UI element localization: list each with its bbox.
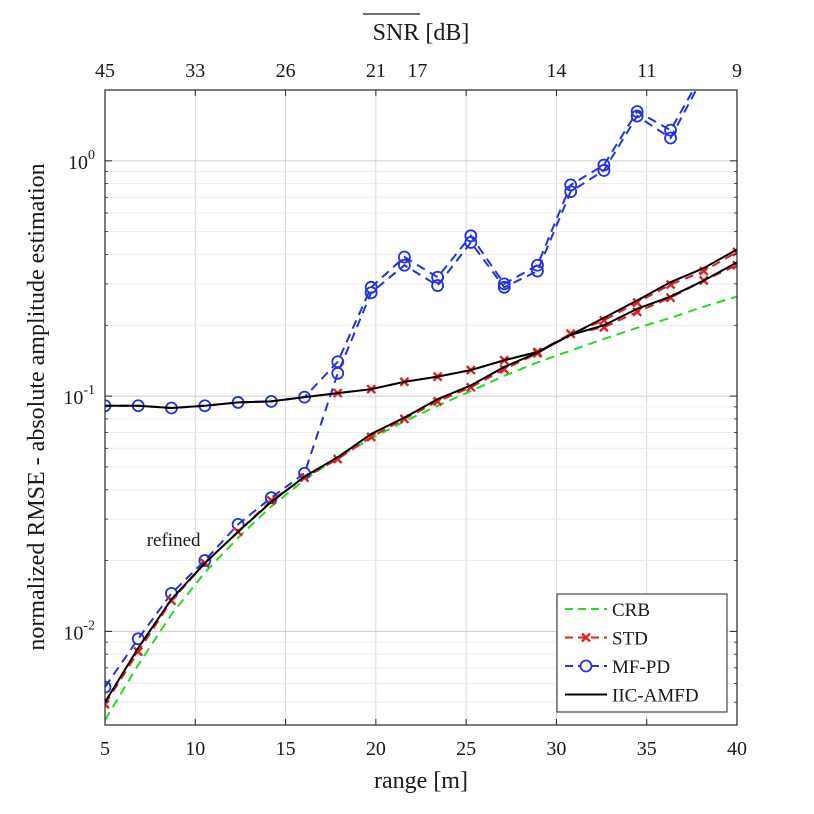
x-tick-label: 40: [727, 738, 747, 760]
x-tick-label: 25: [456, 738, 476, 760]
x-tick-label: 10: [185, 738, 205, 760]
x-tick-label: 20: [366, 738, 386, 760]
x-axis-label: range [m]: [374, 768, 468, 794]
series-mfpd-point: [397, 250, 411, 264]
legend-box: [556, 593, 728, 713]
legend-item: IIC-AMFD: [565, 686, 699, 707]
series-mfpd-point: [531, 264, 544, 278]
series-mfpd-point: [198, 554, 212, 567]
top-tick-label: 33: [185, 60, 205, 82]
y-tick-exponent: -2: [83, 618, 95, 633]
legend-marker-circle: [579, 659, 593, 673]
legend-label: CRB: [612, 600, 650, 621]
annotations: refined: [147, 530, 201, 551]
series-mfpd-point: [105, 680, 112, 694]
series-mfpd-point: [531, 258, 544, 272]
legend-marker-x: [581, 632, 591, 643]
top-tick-label: 9: [732, 60, 742, 82]
x-marker-stroke: [599, 315, 609, 326]
top-tick-label: 26: [276, 60, 296, 82]
series-mfpd-point: [231, 517, 245, 531]
legend-item: CRB: [565, 600, 650, 621]
y-axis-label: normalized RMSE - absolute amplitude est…: [24, 163, 50, 650]
legend: CRB STD MF-PD IIC-AMFD: [556, 593, 728, 713]
y-tick-label: 100: [68, 148, 95, 174]
y-tick-label: 10-1: [63, 383, 95, 409]
legend-label: STD: [612, 629, 648, 650]
x-marker-stroke: [732, 247, 737, 254]
series-mfpd-point: [464, 229, 478, 243]
series-mfpd-point: [597, 164, 611, 177]
y-tick-base: 10: [63, 387, 83, 409]
series-mfpd-point: [464, 236, 478, 249]
x-marker-stroke: [632, 307, 642, 317]
series-std-point: [732, 260, 737, 271]
y-tick-base: 10: [63, 622, 83, 644]
top-tick-label: 45: [95, 60, 115, 82]
series-mfpd-point: [331, 366, 345, 380]
series-mfpd-point: [397, 258, 411, 272]
legend-items: CRB STD MF-PD IIC-AMFD: [565, 600, 699, 707]
series-std-point: [133, 646, 144, 657]
plot-frame: [104, 89, 738, 726]
x-marker-stroke: [732, 260, 737, 267]
series-iic-amfd-line-lower: [105, 261, 737, 703]
x-marker-stroke: [105, 702, 110, 710]
series-std-point: [105, 699, 110, 710]
series-crb-line: [105, 295, 737, 721]
legend-item: STD: [565, 629, 648, 650]
y-tick-base: 10: [68, 152, 88, 174]
series-mfpd-point: [364, 286, 378, 300]
x-marker-stroke: [133, 646, 144, 657]
x-tick-label: 5: [100, 738, 110, 760]
series-mfpd-line-upper: [105, 90, 695, 410]
series-mfpd-point: [664, 131, 677, 145]
x-marker-stroke: [732, 263, 737, 271]
top-tick-label: 11: [637, 60, 656, 82]
series-mfpd-point: [630, 109, 644, 123]
x-tick-label: 35: [637, 738, 657, 760]
x-marker-stroke: [105, 699, 110, 706]
y-tick-exponent: 0: [88, 148, 95, 163]
x-tick-label: 15: [276, 738, 296, 760]
x-tick-label: 30: [546, 738, 566, 760]
series-mfpd-point: [364, 280, 378, 294]
series-mfpd-point: [630, 105, 644, 118]
series-mfpd-point: [564, 185, 578, 198]
y-tick-exponent: -1: [83, 383, 95, 398]
top-tick-label: 17: [407, 60, 427, 82]
legend-label: MF-PD: [612, 657, 670, 678]
series-std-point: [366, 432, 377, 442]
series-mfpd-point: [497, 280, 511, 294]
legend-item: MF-PD: [565, 657, 670, 678]
annotation-text: refined: [147, 530, 201, 551]
top-tick-label: 21: [366, 60, 386, 82]
top-axis-label: SNR [dB]: [373, 20, 470, 46]
series-mfpd-point: [497, 277, 511, 291]
series-mfpd-point: [597, 158, 611, 172]
series-mfpd-point: [431, 279, 445, 292]
series-mfpd-point: [664, 123, 677, 137]
x-marker-stroke: [366, 432, 377, 442]
series-iic-amfd-line-upper: [105, 248, 737, 410]
top-tick-label: 14: [546, 60, 566, 82]
series-mfpd-point: [431, 270, 445, 284]
legend-label: IIC-AMFD: [612, 686, 699, 707]
y-tick-label: 10-2: [63, 618, 95, 644]
x-marker-stroke: [698, 266, 709, 276]
series-mfpd-point: [564, 178, 578, 192]
